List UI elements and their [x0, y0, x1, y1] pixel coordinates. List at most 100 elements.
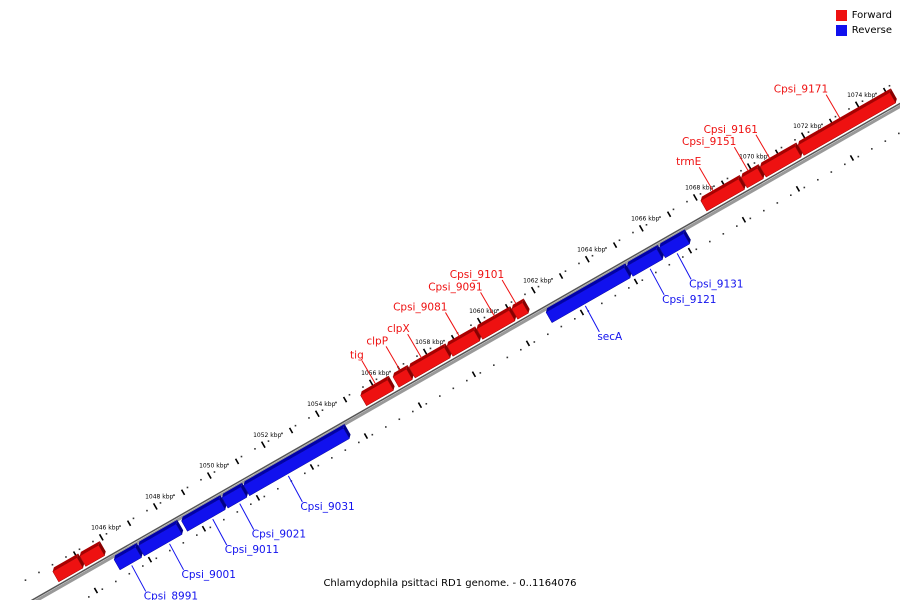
ruler-minor-tick [308, 417, 310, 419]
ruler-major-tick [525, 340, 531, 347]
gene-block-end [444, 343, 452, 358]
ruler-minor-tick [371, 433, 374, 436]
gene-block-end [656, 244, 664, 260]
gene-block [759, 146, 802, 178]
ruler-major-tick [363, 433, 369, 440]
ruler-minor-tick [614, 294, 617, 297]
ruler-minor-tick [713, 185, 715, 187]
gene-label: Cpsi_9161 [704, 124, 758, 136]
gene-block [626, 248, 663, 277]
ruler-minor-tick [898, 132, 900, 135]
ruler-minor-tick [240, 455, 243, 458]
gene-block-end [176, 519, 184, 535]
ruler-minor-tick [196, 534, 198, 536]
ruler-minor-tick [263, 495, 266, 498]
gene-label: clpX [387, 323, 410, 335]
ruler-minor-tick [200, 478, 202, 481]
ruler-tick-label: 1064 kbp [577, 246, 605, 253]
ruler-minor-tick [317, 464, 320, 467]
gene-block-side [741, 164, 759, 178]
gene-block [52, 557, 84, 583]
ruler-minor-tick [88, 596, 90, 598]
gene-block [446, 330, 481, 357]
ruler-minor-tick [51, 563, 54, 566]
gene-label-layer: Cpsi_8991 Cpsi_9001 Cpsi_9011 Cpsi_9021 Cpsi… [131, 84, 841, 600]
gene-block-end [473, 326, 482, 341]
legend-forward-swatch [835, 10, 847, 21]
ruler-major-tick [201, 525, 207, 532]
gene-label-leader [755, 134, 771, 160]
ruler-minor-tick [173, 494, 175, 496]
backbone-line [34, 104, 900, 600]
ruler-minor-tick [128, 572, 131, 575]
ruler-minor-tick [695, 248, 698, 251]
gene-block-end [98, 541, 106, 556]
gene-block-end [219, 495, 227, 510]
ruler-minor-tick [443, 339, 445, 342]
ruler-major-tick [666, 211, 672, 218]
ruler-minor-tick [335, 401, 337, 404]
ruler-minor-tick [213, 471, 216, 473]
ruler-minor-tick [132, 517, 135, 520]
gene-block [137, 523, 183, 557]
gene-block-side [700, 174, 740, 201]
ruler-minor-tick [223, 518, 225, 521]
ruler-minor-tick [875, 92, 877, 95]
ruler-minor-tick [358, 441, 360, 444]
ruler-minor-tick [560, 325, 563, 328]
ruler-minor-tick [236, 511, 239, 513]
ruler-minor-tick [493, 364, 495, 366]
ruler-minor-tick [402, 363, 405, 365]
ruler-minor-tick [780, 146, 783, 149]
ruler-major-tick [579, 309, 585, 316]
ruler-minor-tick [830, 171, 833, 173]
gene-label: Cpsi_9031 [300, 501, 354, 513]
gene-label-leader [239, 503, 255, 530]
gene-block-side [545, 263, 626, 313]
ruler-minor-tick [537, 285, 540, 288]
ruler-minor-tick [659, 216, 661, 218]
ruler-minor-tick [497, 308, 499, 311]
ruler-minor-tick [398, 418, 401, 421]
legend-reverse: Reverse [835, 23, 892, 38]
ruler-tick-label: 1060 kbp [469, 308, 497, 315]
ruler-minor-tick [362, 386, 364, 388]
ruler-minor-tick [466, 379, 468, 382]
ruler-minor-tick [641, 279, 644, 281]
gene-block-side [113, 543, 137, 560]
legend-forward: Forward [835, 8, 892, 23]
ruler-minor-tick [348, 393, 351, 396]
ruler-labelled-tick [800, 132, 806, 140]
gene-block [700, 178, 745, 212]
ruler-tick-label: 1066 kbp [631, 215, 659, 222]
gene-label-leader [212, 518, 228, 546]
legend-reverse-label: Reverse [851, 25, 892, 36]
ruler-minor-tick [186, 486, 189, 489]
ruler-tick-label: 1074 kbp [847, 92, 875, 99]
gene-block-end [624, 263, 632, 278]
gene-block-side [138, 519, 178, 546]
gene-block [243, 427, 350, 497]
ruler-minor-tick [254, 448, 256, 450]
ruler-minor-tick [740, 169, 742, 172]
ruler-minor-tick [277, 487, 279, 490]
ruler-tick-label: 1056 kbp [361, 370, 389, 377]
ruler-minor-tick [871, 148, 873, 150]
legend-forward-label: Forward [851, 10, 892, 21]
gene-block [408, 347, 451, 379]
ruler-minor-tick [389, 370, 391, 373]
ruler-minor-tick [209, 526, 212, 529]
gene-label: secA [597, 331, 623, 343]
gene-block-end [509, 306, 517, 321]
ruler-minor-tick [142, 565, 144, 567]
gene-label-leader [361, 360, 377, 385]
ruler-tick-label: 1046 kbp [91, 524, 119, 531]
gene-label: Cpsi_9151 [682, 136, 736, 148]
gene-label-leader [480, 292, 495, 317]
gene-block-end [795, 142, 803, 158]
gene-label-leader [649, 268, 665, 296]
ruler-minor-tick [520, 348, 522, 351]
gene-layer [52, 88, 897, 583]
ruler-minor-tick [632, 231, 634, 234]
ruler-minor-tick [821, 123, 823, 126]
